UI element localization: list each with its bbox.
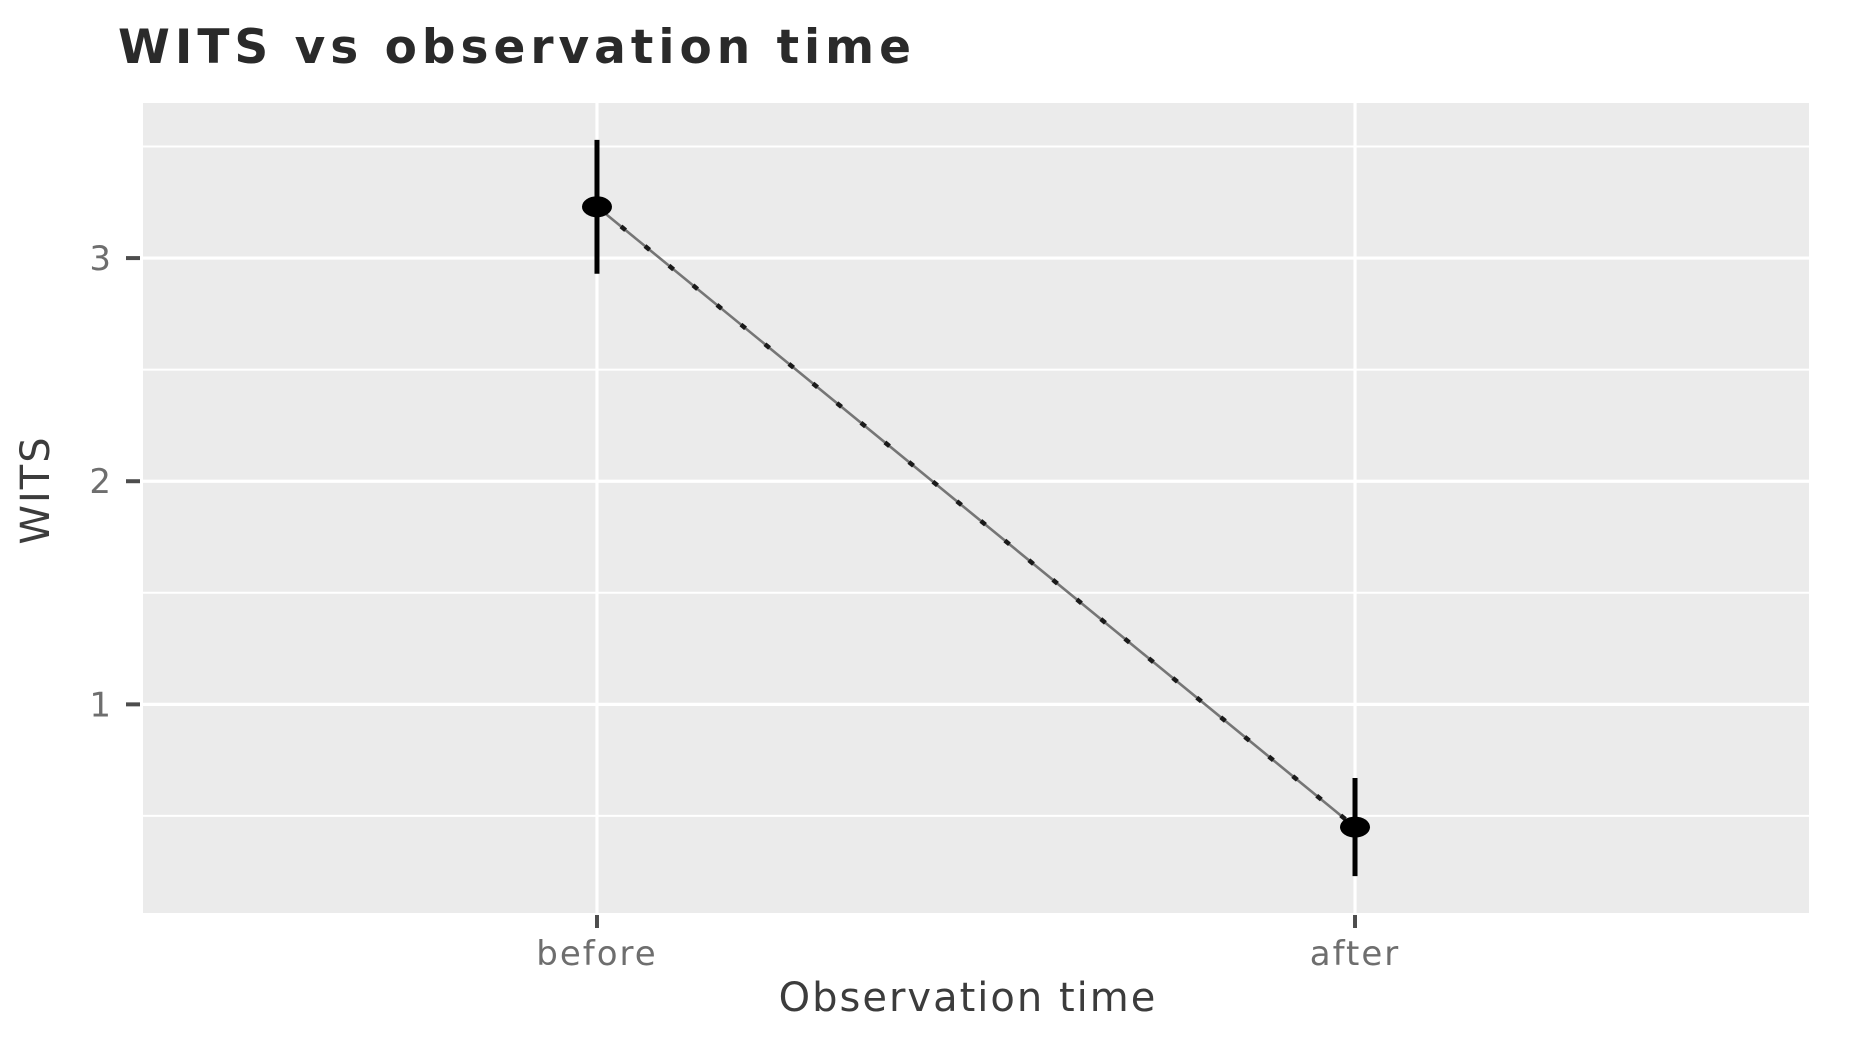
x-tick-label: before xyxy=(536,934,657,974)
y-tick-label: 1 xyxy=(89,685,113,725)
x-axis-title: Observation time xyxy=(778,975,1158,1021)
y-tick-label: 2 xyxy=(89,462,113,502)
data-point xyxy=(581,196,612,218)
chart-title: WITS vs observation time xyxy=(118,20,917,75)
panel-background xyxy=(143,103,1809,913)
connector-line xyxy=(596,205,1356,829)
data-point xyxy=(1340,816,1371,838)
y-tick-label: 3 xyxy=(89,239,113,279)
x-tick-label: after xyxy=(1310,934,1400,974)
